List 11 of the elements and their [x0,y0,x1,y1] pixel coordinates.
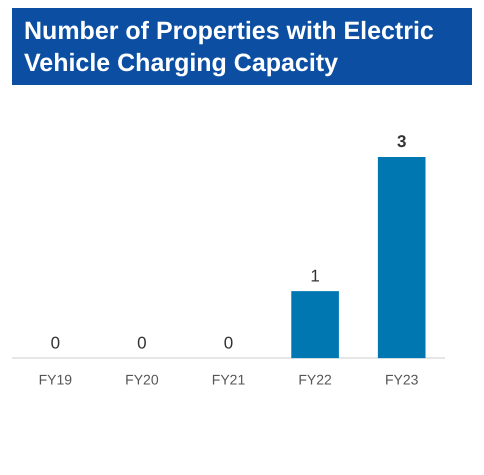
data-label: 1 [310,266,320,286]
x-tick-label: FY22 [298,371,332,388]
x-tick-label: FY21 [212,371,246,388]
x-tick-label: FY20 [125,371,159,388]
data-label: 0 [50,333,60,352]
data-label: 0 [137,333,147,352]
x-tick-label: FY19 [38,371,72,388]
x-tick-label: FY23 [384,371,419,388]
data-label: 0 [224,333,234,352]
data-label: 3 [396,132,406,152]
chart-title: Number of Properties with Electric Vehicle Charging Capacity [12,8,472,85]
